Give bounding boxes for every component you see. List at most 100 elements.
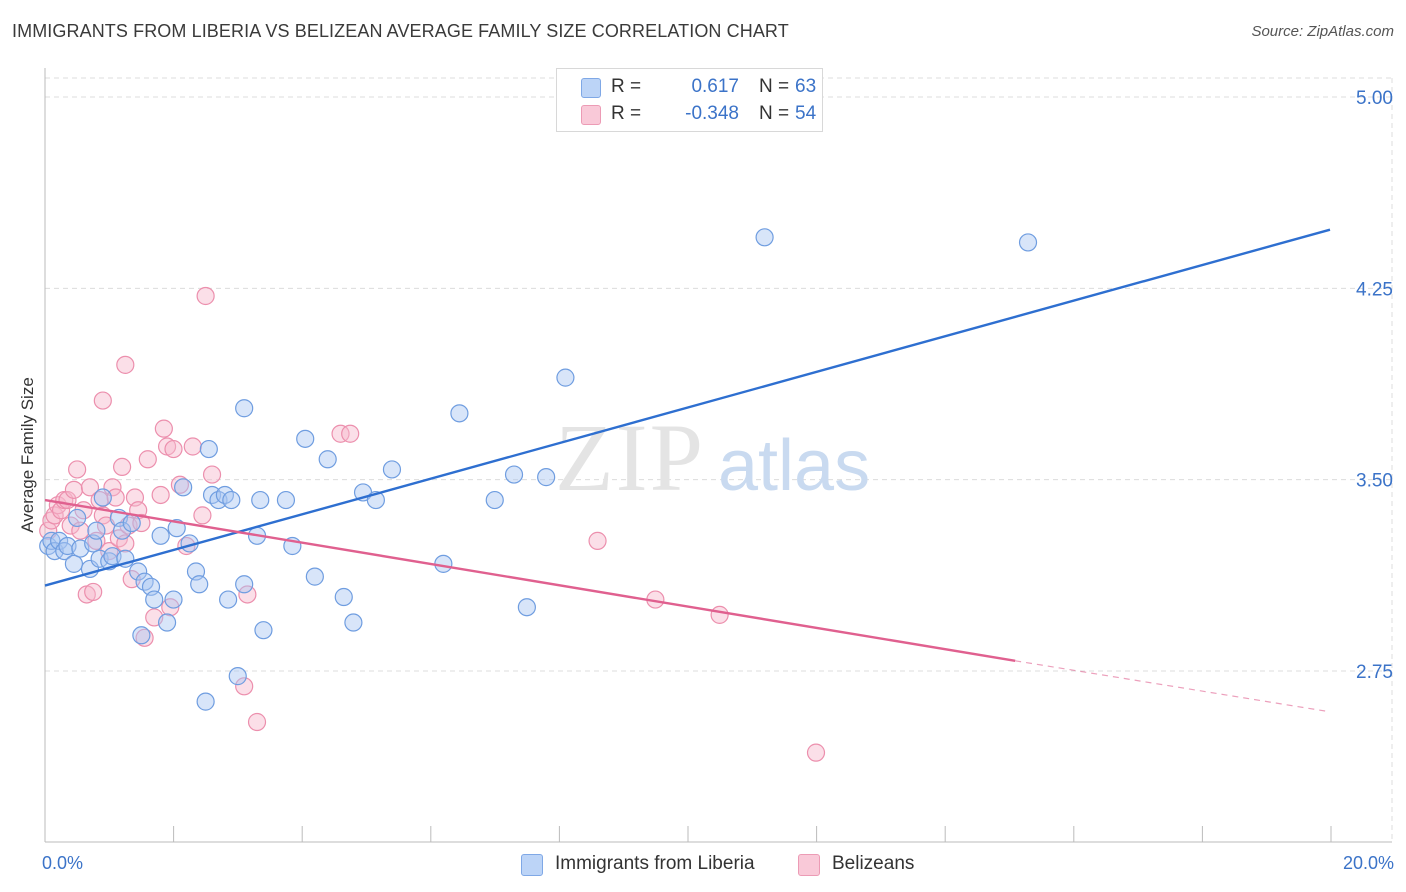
- data-point: [235, 677, 254, 696]
- data-point: [190, 575, 209, 594]
- data-point: [276, 490, 296, 510]
- data-point: [135, 628, 154, 647]
- data-point: [80, 478, 100, 497]
- belize-trend-line: [44, 498, 1016, 662]
- data-point: [235, 575, 254, 594]
- data-point: [434, 554, 453, 573]
- data-point: [219, 590, 238, 609]
- r-value: -0.348: [685, 103, 739, 124]
- x-tick-label-max: 20.0%: [1342, 853, 1394, 873]
- data-point: [331, 424, 350, 443]
- data-point: [87, 531, 106, 550]
- x-tick-label-min: 0.0%: [42, 853, 84, 873]
- data-point: [334, 587, 353, 607]
- n-value: 54: [795, 103, 817, 124]
- y-tick-label: 5.00: [1356, 88, 1393, 109]
- data-point: [318, 450, 337, 469]
- data-point: [93, 391, 112, 410]
- data-point: [129, 562, 148, 581]
- data-point: [251, 490, 270, 510]
- data-point: [196, 286, 215, 306]
- r-label: R =: [611, 103, 642, 124]
- data-point: [132, 626, 151, 645]
- data-point: [132, 513, 151, 533]
- data-point: [64, 480, 84, 499]
- data-point: [84, 582, 103, 602]
- liberia-swatch: [581, 78, 601, 98]
- y-tick-label: 4.25: [1356, 279, 1393, 300]
- data-point: [112, 457, 132, 477]
- data-point: [100, 541, 119, 561]
- belizeans-points: [39, 286, 826, 762]
- grid-lines: [45, 77, 1393, 842]
- legend-label: Belizeans: [832, 853, 915, 874]
- data-point: [238, 585, 257, 604]
- data-point: [193, 506, 212, 525]
- data-point: [755, 228, 774, 247]
- y-axis-label: Average Family Size: [18, 377, 37, 533]
- data-point: [112, 521, 132, 540]
- data-point: [174, 478, 193, 497]
- watermark-zip: ZIP: [555, 404, 705, 511]
- data-point: [122, 513, 141, 533]
- data-point: [151, 485, 170, 505]
- data-point: [154, 419, 173, 438]
- n-value: 63: [795, 76, 817, 97]
- r-value: 0.617: [691, 76, 739, 97]
- watermark: ZIP atlas: [555, 404, 870, 511]
- data-point: [228, 667, 247, 686]
- data-point: [485, 490, 504, 510]
- belize-swatch: [798, 854, 820, 876]
- r-label: R =: [611, 76, 642, 97]
- y-tick-labels: 2.75 3.50 4.25 5.00: [1356, 88, 1393, 683]
- data-point: [222, 490, 241, 510]
- data-point: [537, 468, 556, 487]
- data-point: [164, 439, 183, 459]
- data-point: [254, 621, 273, 640]
- data-point: [504, 465, 524, 484]
- data-point: [305, 567, 324, 586]
- data-point: [93, 488, 112, 507]
- liberia-trend-line: [44, 228, 1331, 587]
- y-tick-label: 2.75: [1356, 662, 1393, 683]
- data-point: [382, 460, 402, 479]
- data-point: [157, 613, 177, 632]
- data-point: [167, 519, 186, 538]
- data-point: [199, 439, 218, 459]
- data-point: [588, 531, 607, 550]
- data-point: [106, 488, 125, 507]
- data-point: [138, 450, 157, 469]
- data-point: [64, 554, 84, 573]
- data-point: [87, 521, 106, 540]
- chart-title: IMMIGRANTS FROM LIBERIA VS BELIZEAN AVER…: [12, 21, 789, 41]
- data-point: [341, 424, 360, 443]
- data-point: [42, 531, 61, 550]
- correlation-legend: R = 0.617 N = 63 R = -0.348 N = 54: [556, 68, 823, 132]
- data-point: [710, 605, 729, 624]
- data-point: [151, 526, 170, 545]
- data-point: [556, 368, 575, 387]
- data-point: [1018, 233, 1038, 252]
- data-point: [517, 598, 536, 617]
- data-point: [116, 355, 135, 374]
- source-label: Source: ZipAtlas.com: [1251, 23, 1394, 40]
- series-legend: Immigrants from Liberia Belizeans: [0, 851, 1406, 879]
- belize-swatch: [581, 105, 601, 125]
- n-label: N =: [759, 103, 790, 124]
- y-tick-label: 3.50: [1356, 471, 1393, 492]
- belize-trend-extension: [1015, 660, 1331, 713]
- data-point: [68, 508, 87, 528]
- data-point: [183, 437, 202, 456]
- liberia-swatch: [521, 854, 543, 876]
- data-point: [247, 712, 267, 732]
- data-point: [145, 590, 164, 609]
- data-point: [202, 465, 222, 484]
- watermark-atlas: atlas: [718, 426, 870, 506]
- data-point: [170, 475, 190, 494]
- legend-label: Immigrants from Liberia: [555, 853, 755, 874]
- liberia-points: [39, 228, 1038, 711]
- data-point: [196, 692, 215, 711]
- data-point: [450, 404, 469, 423]
- trend-lines: [44, 228, 1331, 713]
